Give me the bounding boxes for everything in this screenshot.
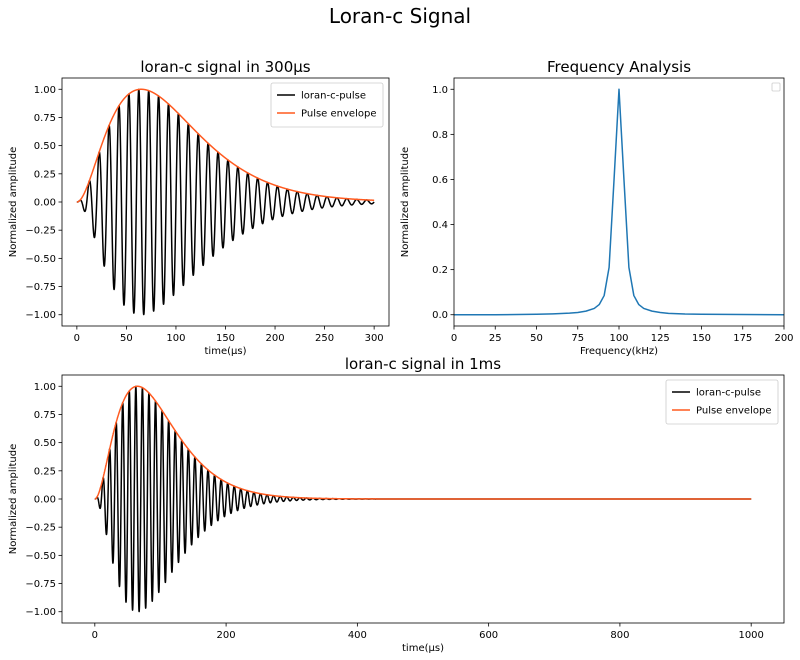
legend-label: loran-c-pulse — [301, 91, 366, 102]
x-tick-label: 1000 — [738, 630, 763, 641]
legend: loran-c-pulse Pulse envelope — [270, 82, 384, 128]
legend: loran-c-pulse Pulse envelope — [665, 379, 779, 425]
chart-ax3: 0 200 400 600 800 1000 −1.00 −0.75 −0.50 −0.25 0.0… — [8, 355, 785, 654]
y-tick-label: 0.25 — [34, 466, 56, 477]
chart-ax1: 0 50 100 150 200 250 300 −1.00 −0.75 −0.50 −0.25 0.… — [8, 58, 390, 357]
x-tick-label: 150 — [692, 333, 711, 344]
x-tick-label: 25 — [489, 333, 502, 344]
y-tick-label: 0.2 — [432, 265, 448, 276]
y-tick-label: −0.25 — [25, 226, 56, 237]
x-tick-label: 50 — [530, 333, 543, 344]
chart-ax2: 0 25 50 75 100 125 150 175 200 0.0 0.2 0.4 0.6 0.8 1.0… — [400, 58, 794, 357]
legend-label: Pulse envelope — [301, 109, 376, 120]
series-line-pulse-envelope — [76, 88, 375, 203]
x-tick-label: 0 — [92, 630, 98, 641]
x-tick-label: 400 — [348, 630, 367, 641]
y-tick-label: 0.0 — [432, 310, 448, 321]
axes-title: Frequency Analysis — [547, 58, 691, 76]
x-tick-label: 175 — [733, 333, 752, 344]
legend-box — [270, 82, 384, 128]
y-tick-label: −0.50 — [25, 254, 56, 265]
y-tick-label: −1.00 — [25, 607, 56, 618]
y-tick-label: 0.6 — [432, 175, 448, 186]
series-line-0 — [454, 88, 784, 316]
y-tick-label: −0.50 — [25, 551, 56, 562]
axes-title: loran-c signal in 1ms — [345, 355, 501, 373]
y-tick-label: 0.50 — [34, 438, 56, 449]
y-tick-label: 0.50 — [34, 141, 56, 152]
axes-frame — [453, 77, 785, 327]
x-tick-label: 800 — [610, 630, 629, 641]
x-tick-label: 50 — [120, 333, 133, 344]
x-tick-label: 200 — [265, 333, 284, 344]
legend-box — [665, 379, 779, 425]
x-tick-label: 0 — [451, 333, 457, 344]
y-tick-label: −1.00 — [25, 310, 56, 321]
x-axis-label: time(µs) — [205, 346, 247, 357]
x-tick-label: 600 — [479, 630, 498, 641]
y-tick-label: 0.75 — [34, 113, 56, 124]
legend-label: Pulse envelope — [696, 406, 771, 417]
series-line-loran-c-pulse — [76, 88, 375, 316]
axes-title: loran-c signal in 300µs — [140, 58, 310, 76]
y-axis-label: Normalized amplitude — [8, 147, 19, 257]
y-tick-label: −0.75 — [25, 282, 56, 293]
x-tick-label: 125 — [651, 333, 670, 344]
y-tick-label: 0.00 — [34, 198, 56, 209]
x-tick-label: 100 — [166, 333, 185, 344]
y-tick-label: 0.4 — [432, 220, 448, 231]
y-tick-label: −0.25 — [25, 523, 56, 534]
y-tick-label: 0.25 — [34, 169, 56, 180]
x-tick-label: 200 — [217, 630, 236, 641]
plot-area — [94, 385, 752, 613]
series-line-pulse-envelope — [94, 385, 752, 500]
y-axis-label: Normalized amplitude — [400, 147, 411, 257]
x-tick-label: 250 — [315, 333, 334, 344]
x-tick-label: 200 — [774, 333, 793, 344]
y-tick-label: 1.00 — [34, 382, 56, 393]
y-tick-label: 1.0 — [432, 85, 448, 96]
legend-box-empty — [771, 82, 781, 92]
y-tick-label: 0.00 — [34, 495, 56, 506]
x-tick-label: 300 — [365, 333, 384, 344]
x-tick-label: 75 — [571, 333, 584, 344]
y-tick-label: 0.75 — [34, 410, 56, 421]
y-tick-label: 0.8 — [432, 130, 448, 141]
legend-label: loran-c-pulse — [696, 388, 761, 399]
y-tick-label: −0.75 — [25, 579, 56, 590]
x-axis-label: Frequency(kHz) — [580, 346, 658, 357]
x-tick-label: 0 — [74, 333, 80, 344]
figure-suptitle: Loran-c Signal — [328, 4, 472, 28]
plot-area — [76, 88, 375, 316]
x-axis-label: time(µs) — [402, 643, 444, 654]
y-tick-label: 1.00 — [34, 85, 56, 96]
x-tick-label: 150 — [216, 333, 235, 344]
x-tick-label: 100 — [609, 333, 628, 344]
y-axis-label: Normalized amplitude — [8, 444, 19, 554]
plot-area — [454, 88, 784, 316]
